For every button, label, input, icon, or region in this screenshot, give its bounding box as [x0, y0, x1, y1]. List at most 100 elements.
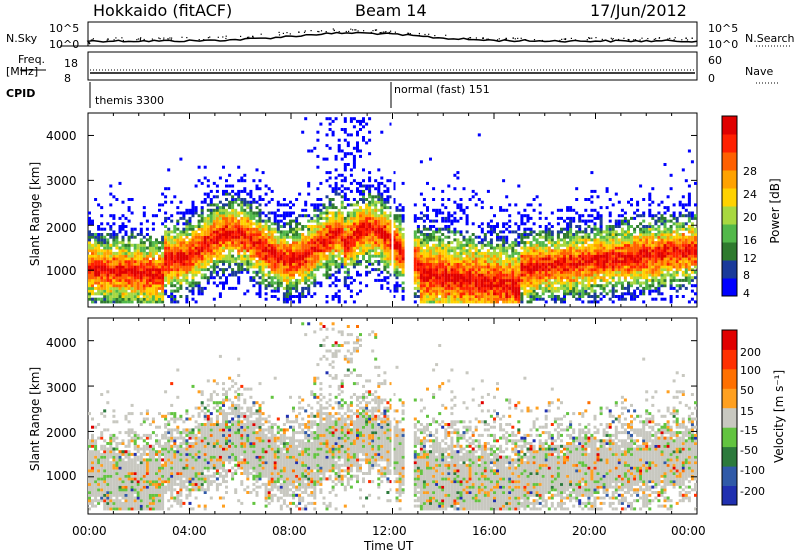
heatmap-cell — [133, 273, 137, 277]
heatmap-cell — [474, 235, 478, 239]
heatmap-cell — [124, 276, 128, 280]
heatmap-cell — [359, 149, 362, 153]
heatmap-cell — [340, 157, 344, 161]
heatmap-cell — [240, 227, 244, 231]
heatmap-cell — [100, 276, 104, 280]
heatmap-cell — [243, 225, 247, 228]
heatmap-cell — [292, 270, 295, 274]
heatmap-cell — [237, 241, 241, 245]
heatmap-cell — [380, 286, 384, 290]
heatmap-cell — [575, 241, 579, 245]
heatmap-cell — [331, 251, 335, 255]
heatmap-cell — [502, 249, 506, 253]
heatmap-cell — [322, 262, 326, 266]
heatmap-cell — [365, 184, 369, 188]
heatmap-cell — [499, 257, 503, 261]
heatmap-cell — [106, 278, 110, 282]
heatmap-cell — [249, 203, 253, 207]
heatmap-cell — [325, 243, 329, 247]
heatmap-cell — [499, 268, 503, 272]
heatmap-cell — [203, 262, 207, 266]
heatmap-cell — [343, 257, 347, 261]
heatmap-cell — [374, 195, 378, 199]
heatmap-cell — [352, 241, 356, 245]
heatmap-cell — [170, 243, 174, 247]
heatmap-cell — [377, 273, 381, 277]
heatmap-cell — [468, 268, 472, 272]
heatmap-cell — [398, 257, 402, 261]
nsearch-point — [381, 31, 383, 34]
heatmap-cell — [191, 257, 195, 261]
heatmap-cell — [474, 260, 478, 263]
heatmap-cell — [587, 243, 591, 247]
heatmap-cell — [572, 233, 576, 236]
heatmap-cell — [392, 216, 396, 220]
heatmap-cell — [395, 206, 399, 210]
heatmap-cell — [170, 235, 174, 239]
heatmap-cell — [222, 165, 225, 169]
heatmap-cell — [237, 230, 241, 234]
heatmap-cell — [572, 270, 576, 274]
heatmap-cell — [517, 233, 521, 236]
heatmap-cell — [285, 270, 289, 274]
heatmap-cell — [599, 230, 603, 234]
heatmap-cell — [386, 227, 390, 231]
heatmap-cell — [343, 195, 347, 199]
heatmap-cell — [127, 278, 131, 282]
heatmap-cell — [94, 281, 98, 285]
heatmap-cell — [541, 257, 545, 261]
heatmap-cell — [176, 286, 180, 290]
heatmap-cell — [535, 281, 539, 285]
heatmap-cell — [145, 278, 149, 282]
heatmap-cell — [493, 260, 496, 263]
heatmap-cell — [419, 286, 423, 290]
heatmap-cell — [468, 260, 472, 263]
heatmap-cell — [313, 292, 317, 296]
heatmap-cell — [356, 133, 359, 137]
heatmap-cell — [550, 289, 554, 293]
heatmap-cell — [435, 211, 439, 215]
heatmap-cell — [231, 230, 235, 234]
heatmap-cell — [340, 262, 344, 266]
heatmap-cell — [103, 286, 107, 290]
heatmap-cell — [225, 230, 228, 234]
heatmap-cell — [282, 257, 286, 261]
heatmap-cell — [380, 243, 384, 247]
heatmap-cell — [508, 214, 512, 218]
heatmap-cell — [523, 289, 527, 293]
heatmap-cell — [106, 257, 110, 261]
heatmap-cell — [240, 254, 244, 258]
heatmap-cell — [499, 249, 503, 253]
heatmap-cell — [547, 233, 551, 236]
heatmap-cell — [182, 222, 186, 226]
heatmap-cell — [398, 241, 402, 245]
heatmap-cell — [456, 241, 460, 245]
heatmap-cell — [118, 295, 122, 298]
heatmap-cell — [380, 203, 384, 207]
heatmap-cell — [282, 297, 286, 301]
heatmap-cell — [334, 219, 338, 223]
heatmap-cell — [499, 246, 503, 250]
heatmap-cell — [222, 246, 225, 250]
heatmap-cell — [94, 276, 98, 280]
heatmap-cell — [380, 235, 384, 239]
heatmap-cell — [608, 262, 612, 266]
heatmap-cell — [203, 257, 207, 261]
heatmap-cell — [243, 200, 247, 204]
heatmap-cell — [298, 295, 302, 298]
heatmap-cell — [176, 289, 180, 293]
heatmap-cell — [121, 273, 125, 277]
heatmap-cell — [477, 241, 481, 245]
heatmap-cell — [139, 270, 143, 274]
heatmap-cell — [328, 238, 332, 242]
heatmap-cell — [578, 251, 582, 255]
heatmap-cell — [115, 198, 119, 201]
heatmap-cell — [471, 268, 475, 272]
heatmap-cell — [276, 225, 280, 228]
heatmap-cell — [243, 187, 247, 191]
heatmap-cell — [602, 251, 606, 255]
nsearch-point — [647, 38, 649, 40]
heatmap-cell — [389, 249, 393, 253]
heatmap-cell — [334, 278, 338, 282]
heatmap-cell — [179, 265, 183, 269]
